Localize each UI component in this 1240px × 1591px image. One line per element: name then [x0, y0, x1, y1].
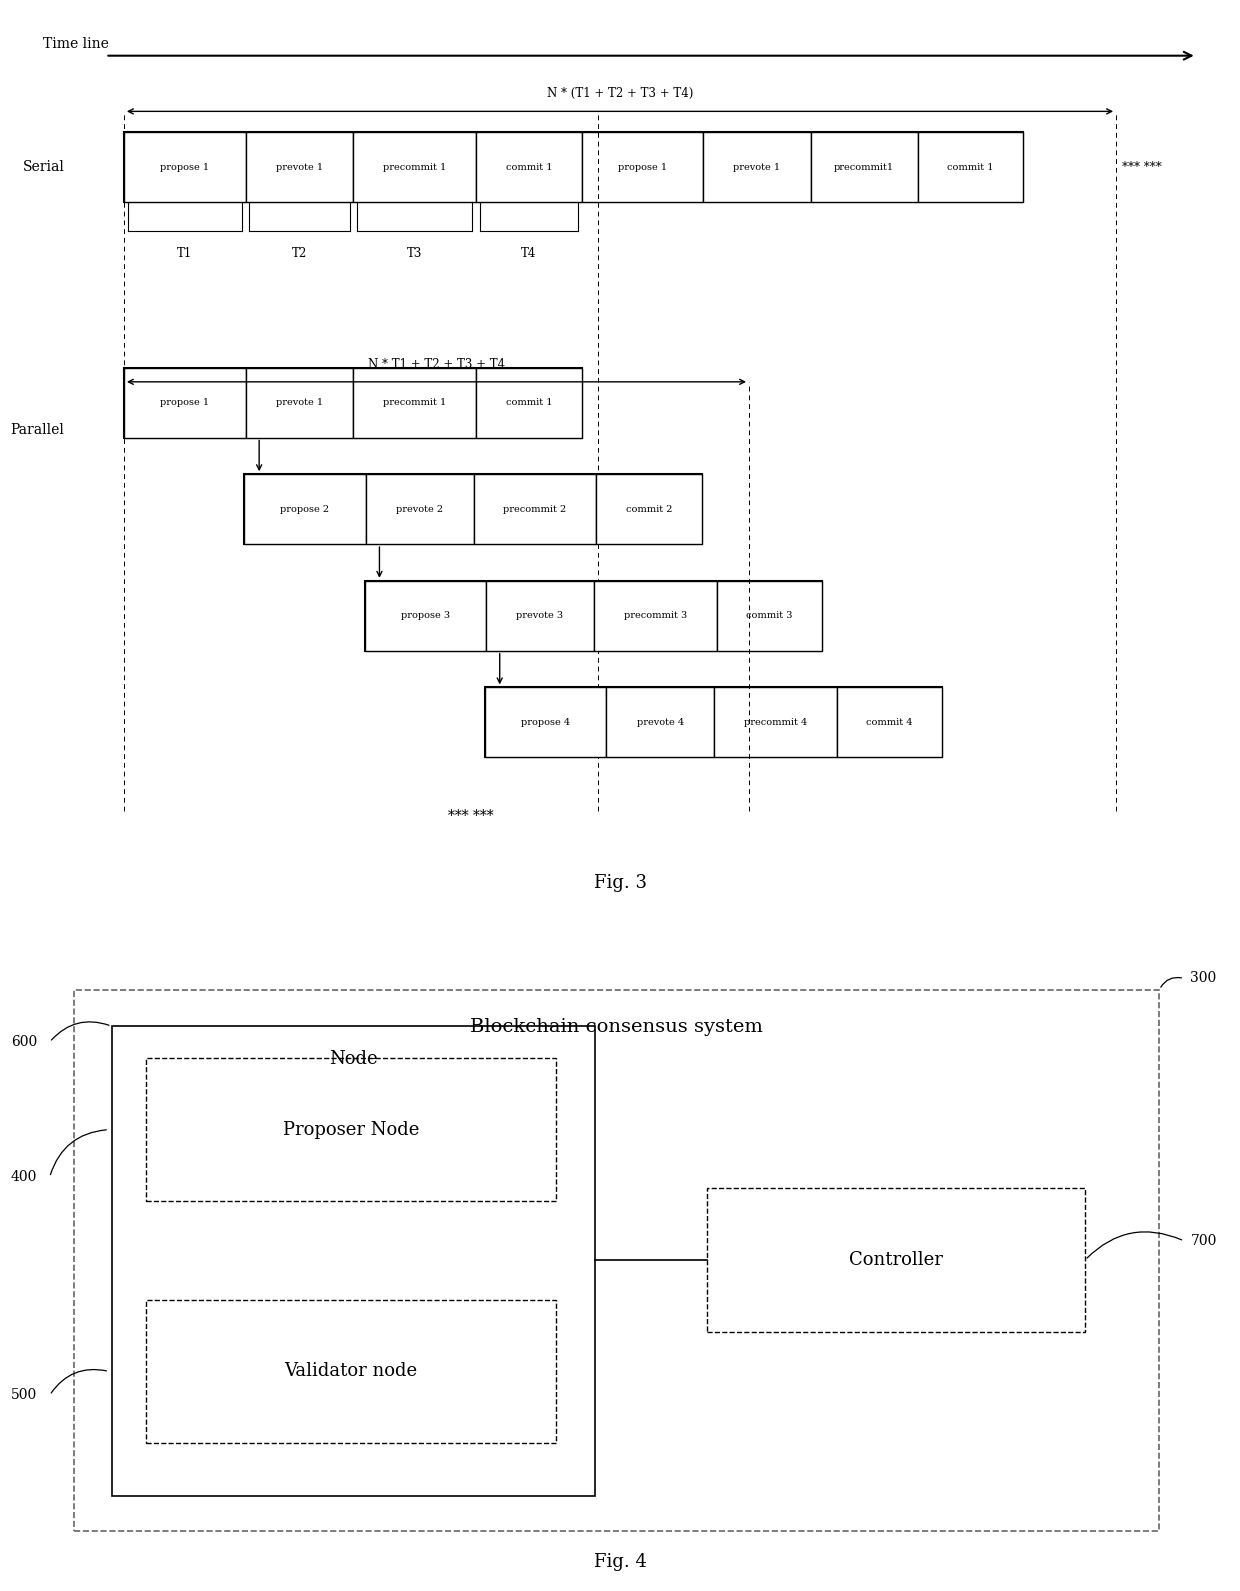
- Bar: [244, 474, 702, 544]
- Text: propose 3: propose 3: [401, 611, 450, 620]
- Text: Fig. 4: Fig. 4: [594, 1553, 646, 1572]
- Text: commit 3: commit 3: [746, 611, 792, 620]
- Bar: [606, 687, 714, 757]
- Text: prevote 1: prevote 1: [733, 162, 781, 172]
- Bar: [474, 474, 596, 544]
- Text: Proposer Node: Proposer Node: [283, 1120, 419, 1139]
- Bar: [837, 687, 942, 757]
- Text: precommit 1: precommit 1: [383, 398, 446, 407]
- Text: propose 2: propose 2: [280, 504, 330, 514]
- Bar: [366, 474, 474, 544]
- Text: propose 4: propose 4: [521, 718, 570, 727]
- Text: 700: 700: [1190, 1235, 1216, 1247]
- Bar: [582, 132, 703, 202]
- Text: Serial: Serial: [22, 161, 64, 173]
- Bar: [594, 581, 717, 651]
- Text: prevote 4: prevote 4: [636, 718, 684, 727]
- Bar: [918, 132, 1023, 202]
- Text: T3: T3: [407, 247, 423, 259]
- Text: precommit 1: precommit 1: [383, 162, 446, 172]
- Bar: [146, 1058, 556, 1201]
- Bar: [485, 687, 942, 757]
- Bar: [124, 132, 1023, 202]
- Text: Blockchain consensus system: Blockchain consensus system: [470, 1018, 764, 1036]
- Text: 400: 400: [11, 1171, 37, 1184]
- Bar: [811, 132, 918, 202]
- Text: 300: 300: [1190, 972, 1216, 985]
- Text: 600: 600: [11, 1036, 37, 1048]
- Text: commit 4: commit 4: [867, 718, 913, 727]
- Bar: [124, 368, 582, 438]
- Text: precommit 4: precommit 4: [744, 718, 807, 727]
- Text: Fig. 3: Fig. 3: [594, 873, 646, 893]
- Bar: [476, 132, 582, 202]
- Bar: [246, 368, 353, 438]
- Bar: [353, 132, 476, 202]
- Bar: [476, 368, 582, 438]
- Text: Parallel: Parallel: [11, 423, 64, 436]
- Text: prevote 3: prevote 3: [516, 611, 564, 620]
- Bar: [246, 132, 353, 202]
- Text: commit 2: commit 2: [626, 504, 672, 514]
- Text: prevote 1: prevote 1: [275, 398, 324, 407]
- Text: *** ***: *** ***: [1122, 161, 1162, 173]
- Bar: [74, 990, 1159, 1531]
- Text: precommit1: precommit1: [835, 162, 894, 172]
- Text: commit 1: commit 1: [506, 398, 552, 407]
- Text: T2: T2: [291, 247, 308, 259]
- Bar: [707, 1188, 1085, 1332]
- Text: Time line: Time line: [43, 37, 109, 51]
- Bar: [124, 132, 246, 202]
- Text: N * T1 + T2 + T3 + T4: N * T1 + T2 + T3 + T4: [368, 358, 505, 371]
- Text: Validator node: Validator node: [284, 1362, 418, 1381]
- Bar: [353, 368, 476, 438]
- Bar: [146, 1300, 556, 1443]
- Bar: [486, 581, 594, 651]
- Bar: [485, 687, 606, 757]
- Text: 500: 500: [11, 1389, 37, 1402]
- Text: Node: Node: [329, 1050, 378, 1068]
- Text: propose 1: propose 1: [160, 162, 210, 172]
- Text: Controller: Controller: [849, 1251, 942, 1270]
- Bar: [596, 474, 702, 544]
- Text: commit 1: commit 1: [506, 162, 552, 172]
- Bar: [717, 581, 822, 651]
- Bar: [703, 132, 811, 202]
- Text: *** ***: *** ***: [449, 810, 494, 823]
- Text: commit 1: commit 1: [947, 162, 993, 172]
- Text: propose 1: propose 1: [618, 162, 667, 172]
- Text: propose 1: propose 1: [160, 398, 210, 407]
- Text: precommit 2: precommit 2: [503, 504, 567, 514]
- Bar: [244, 474, 366, 544]
- Text: prevote 1: prevote 1: [275, 162, 324, 172]
- Bar: [112, 1026, 595, 1496]
- Bar: [365, 581, 822, 651]
- Bar: [714, 687, 837, 757]
- Text: T1: T1: [177, 247, 192, 259]
- Bar: [365, 581, 486, 651]
- Text: N * (T1 + T2 + T3 + T4): N * (T1 + T2 + T3 + T4): [547, 88, 693, 100]
- Text: T4: T4: [521, 247, 537, 259]
- Bar: [124, 368, 246, 438]
- Text: precommit 3: precommit 3: [624, 611, 687, 620]
- Text: prevote 2: prevote 2: [396, 504, 444, 514]
